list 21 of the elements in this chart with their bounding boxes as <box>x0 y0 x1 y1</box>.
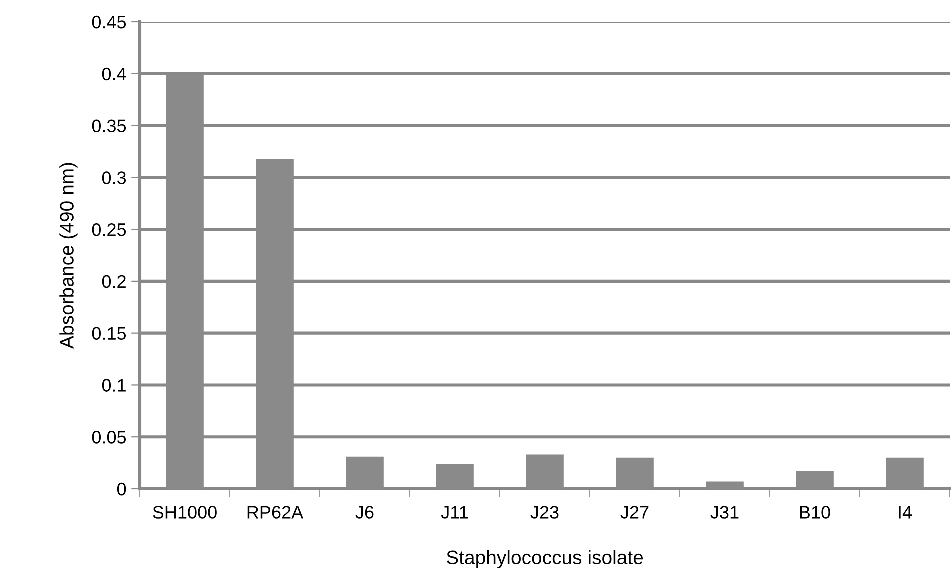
y-tick-label: 0.4 <box>102 68 126 81</box>
y-tick-label: 0.45 <box>92 16 126 29</box>
y-tick-label: 0.25 <box>92 223 126 236</box>
y-tick-label: 0.05 <box>92 431 126 444</box>
x-tick-label: SH1000 <box>153 506 217 519</box>
x-tick-label: B10 <box>800 506 830 519</box>
x-tick-label: J6 <box>356 506 374 519</box>
x-tick-label: I4 <box>899 506 912 519</box>
y-tick-label: 0.35 <box>92 120 126 132</box>
x-tick-label: RP62A <box>248 506 304 519</box>
x-axis-title: Staphylococcus isolate <box>446 550 644 568</box>
x-tick-label: J27 <box>620 506 649 519</box>
y-tick-label: 0 <box>117 482 126 496</box>
y-axis-title: Absorbance (490 nm) <box>60 163 78 349</box>
y-tick-label: 0.1 <box>102 379 126 392</box>
x-tick-label: J23 <box>530 506 559 519</box>
x-tick-label: J11 <box>441 506 468 519</box>
x-tick-label: J31 <box>710 506 739 519</box>
y-tick-label: 0.3 <box>102 172 126 184</box>
y-tick-label: 0.2 <box>102 275 126 288</box>
y-tick-label: 0.15 <box>92 327 126 340</box>
